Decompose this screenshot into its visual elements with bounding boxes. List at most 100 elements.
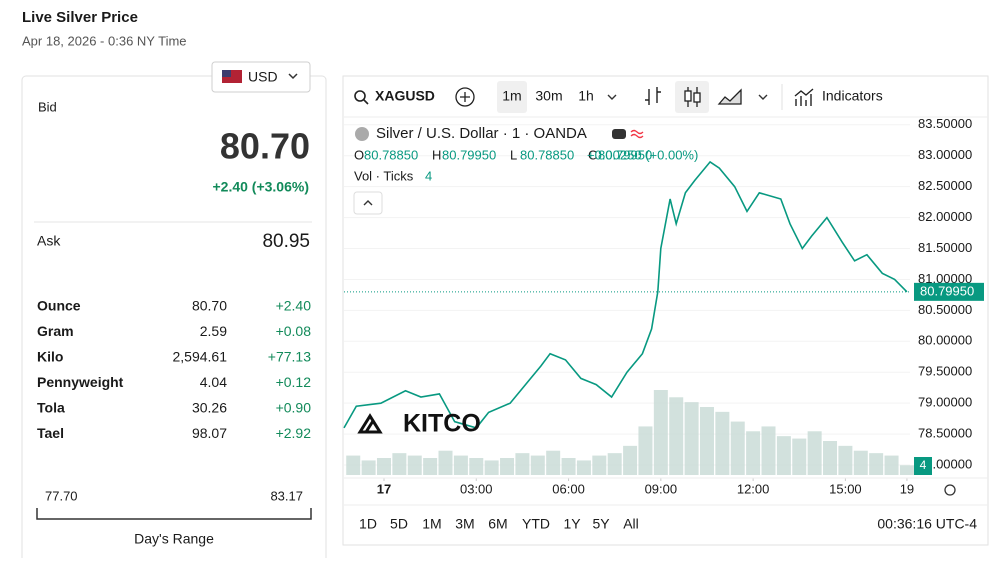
settings-icon[interactable] bbox=[944, 484, 956, 496]
add-symbol[interactable] bbox=[455, 87, 475, 107]
chevron[interactable] bbox=[607, 94, 617, 100]
range-button[interactable]: YTD bbox=[522, 516, 550, 532]
row-price: 4.04 bbox=[200, 374, 227, 390]
chevron bbox=[288, 73, 298, 80]
y-tick-label: 80.50000 bbox=[918, 302, 972, 317]
range-button[interactable]: 6M bbox=[488, 516, 507, 532]
volume-tag bbox=[914, 457, 932, 475]
symbol[interactable]: XAGUSD bbox=[375, 88, 435, 104]
row-change: +0.12 bbox=[276, 374, 312, 390]
row-name: Pennyweight bbox=[37, 374, 124, 390]
row-change: +0.90 bbox=[276, 400, 312, 416]
vol-value: 4 bbox=[425, 168, 432, 183]
volume-bar bbox=[576, 460, 591, 475]
chevron-up bbox=[363, 200, 373, 206]
y-tick-label: 81.00000 bbox=[918, 271, 972, 286]
volume-bar bbox=[392, 453, 407, 475]
volume-bar bbox=[899, 465, 914, 475]
volume-bar bbox=[761, 426, 776, 475]
volume-bar bbox=[884, 455, 899, 475]
ask: 80.95 bbox=[262, 231, 310, 252]
bid-label: Bid bbox=[38, 99, 57, 114]
ohlc-key: O bbox=[354, 147, 364, 162]
interval[interactable]: 1m bbox=[502, 88, 521, 104]
y-tick-label: 83.50000 bbox=[918, 116, 972, 131]
range-button[interactable]: 1M bbox=[422, 516, 441, 532]
interval[interactable]: 30m bbox=[535, 88, 562, 104]
volume-bar bbox=[592, 455, 607, 475]
x-tick-label: 09:00 bbox=[645, 481, 678, 496]
volume-bar bbox=[423, 458, 438, 475]
symbol-logo bbox=[355, 127, 369, 141]
volume-bar bbox=[653, 390, 668, 475]
volume-bar bbox=[730, 421, 745, 475]
y-tick-label: 83.00000 bbox=[918, 147, 972, 162]
volume-bar bbox=[792, 438, 807, 475]
volume-bar bbox=[853, 450, 868, 475]
row-name: Gram bbox=[37, 323, 74, 339]
y-tick-label: 79.50000 bbox=[918, 364, 972, 379]
volume-bar bbox=[500, 458, 515, 475]
range-label: Day's Range bbox=[134, 531, 214, 547]
range-high: 83.17 bbox=[270, 488, 303, 503]
currency-select[interactable] bbox=[211, 61, 311, 93]
range-bar bbox=[36, 508, 312, 520]
row-change: +2.40 bbox=[276, 298, 312, 314]
clock: 00:36:16 UTC-4 bbox=[877, 516, 977, 532]
x-tick-label: 06:00 bbox=[552, 481, 585, 496]
chevron[interactable] bbox=[758, 94, 768, 100]
range-button[interactable]: 5Y bbox=[592, 516, 610, 532]
bid: 80.70 bbox=[220, 126, 310, 167]
volume-bar bbox=[715, 411, 730, 475]
range-low: 77.70 bbox=[45, 488, 78, 503]
search-icon[interactable] bbox=[354, 90, 366, 102]
row-name: Kilo bbox=[37, 349, 63, 365]
bars-icon[interactable] bbox=[645, 87, 661, 105]
row-price: 98.07 bbox=[192, 425, 227, 441]
chart-panel bbox=[342, 75, 989, 546]
volume-bar bbox=[376, 458, 391, 475]
last-price-tag bbox=[914, 282, 984, 301]
y-tick-label: 79.00000 bbox=[918, 395, 972, 410]
price-line bbox=[343, 160, 908, 429]
interval-active bbox=[497, 81, 527, 113]
row-price: 30.26 bbox=[192, 400, 227, 416]
volume-bar bbox=[407, 455, 422, 475]
ohlc-key: C bbox=[588, 147, 597, 162]
row-name: Tael bbox=[37, 425, 64, 441]
area-icon[interactable] bbox=[717, 88, 742, 105]
logo: KITCO bbox=[403, 410, 481, 438]
vol-label: Vol · Ticks bbox=[354, 168, 414, 183]
ohlc-value: 80.78850 bbox=[364, 147, 418, 162]
x-tick-label: 03:00 bbox=[460, 481, 493, 496]
style-active bbox=[675, 81, 709, 113]
volume-bar bbox=[346, 455, 361, 475]
row-change: +77.13 bbox=[268, 349, 311, 365]
volume-bar bbox=[361, 460, 376, 475]
range-button[interactable]: All bbox=[623, 516, 639, 532]
y-tick-label: 80.00000 bbox=[918, 333, 972, 348]
volume-bar bbox=[823, 441, 838, 475]
range-button[interactable]: 3M bbox=[455, 516, 474, 532]
indicators-icon[interactable] bbox=[794, 88, 814, 106]
volume-bar bbox=[684, 402, 699, 475]
row-price: 2,594.61 bbox=[173, 349, 228, 365]
y-tick-label: 78.50000 bbox=[918, 426, 972, 441]
indicators[interactable]: Indicators bbox=[822, 88, 883, 104]
volume-bar bbox=[699, 407, 714, 475]
volume-bar bbox=[638, 426, 653, 475]
range-button[interactable]: 1D bbox=[359, 516, 377, 532]
y-tick-label: 82.50000 bbox=[918, 178, 972, 193]
volume-bar bbox=[530, 455, 545, 475]
x-tick-label: 19 bbox=[900, 481, 914, 496]
ohlc-change: +0.00250 (+0.00%) bbox=[587, 147, 698, 162]
row-change: +2.92 bbox=[276, 425, 312, 441]
volume-bar bbox=[776, 436, 791, 475]
ohlc-key: H bbox=[432, 147, 441, 162]
volume-bar bbox=[623, 445, 638, 475]
collapse-button[interactable] bbox=[353, 191, 383, 215]
range-button[interactable]: 5D bbox=[390, 516, 408, 532]
interval[interactable]: 1h bbox=[578, 88, 594, 104]
range-button[interactable]: 1Y bbox=[563, 516, 581, 532]
